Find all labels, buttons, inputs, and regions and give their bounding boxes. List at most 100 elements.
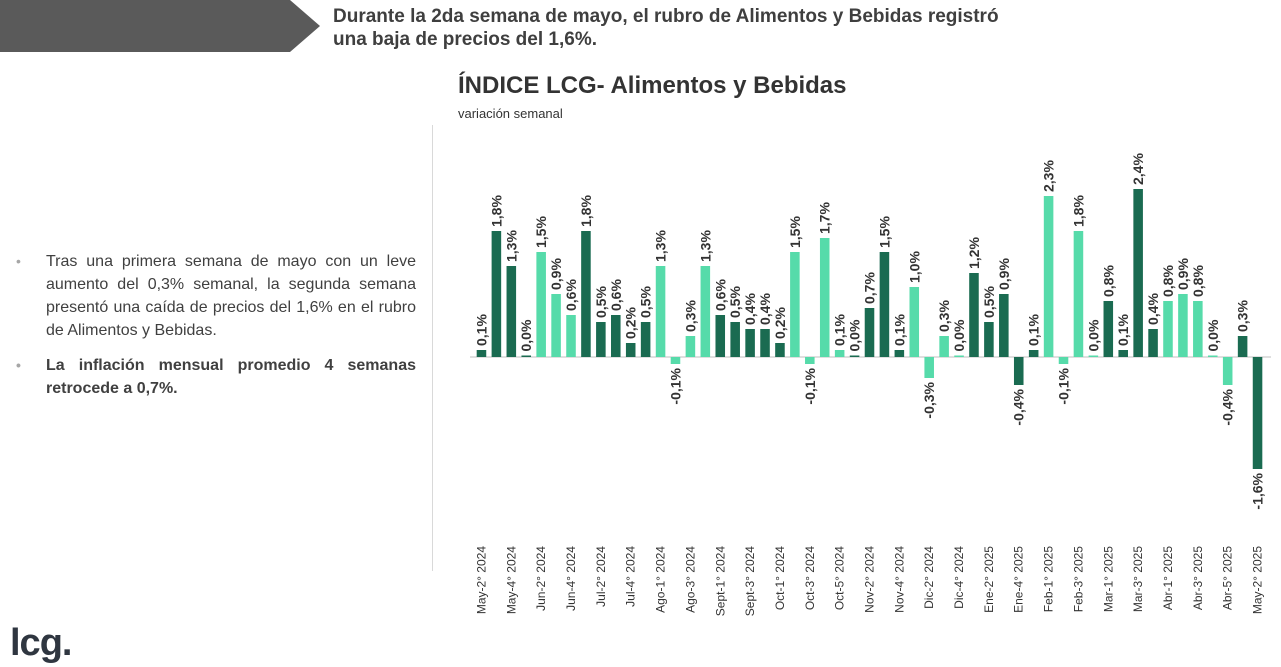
bar (834, 350, 845, 357)
bullet-item-1: Tras una primera semana de mayo con un l… (12, 250, 416, 342)
header-banner (0, 0, 320, 52)
x-tick-label: Jul-2° 2024 (594, 546, 608, 607)
bar (1013, 357, 1024, 385)
bar (1118, 350, 1128, 357)
data-label: 0,0% (1205, 319, 1221, 351)
bar (969, 273, 979, 357)
bar (700, 266, 711, 357)
data-label: 0,3% (682, 300, 698, 332)
bar (819, 238, 830, 357)
bar (670, 357, 681, 364)
x-tick-label: Jun-4° 2024 (564, 546, 578, 611)
bar (536, 252, 546, 357)
bar (1133, 189, 1143, 357)
x-tick-label: Dic-4° 2024 (952, 546, 966, 609)
bar (611, 315, 621, 357)
data-label: 0,0% (847, 319, 863, 351)
x-tick-label: Abr-5° 2025 (1221, 546, 1235, 610)
x-tick-label: May-4° 2024 (504, 546, 518, 614)
bar (954, 355, 964, 357)
bar (551, 294, 561, 357)
bar (715, 315, 726, 357)
bar (939, 336, 949, 357)
bar (864, 308, 875, 357)
bar (596, 322, 606, 357)
data-label: 0,4% (1145, 293, 1161, 325)
data-label: 0,1% (832, 314, 848, 346)
data-label: 0,9% (1175, 258, 1191, 290)
bullet-item-2: La inflación mensual promedio 4 semanas … (12, 354, 416, 400)
chart-subtitle: variación semanal (458, 106, 563, 121)
data-label: 0,9% (996, 258, 1012, 290)
x-tick-label: Nov-4° 2024 (892, 546, 906, 613)
x-tick-label: Abr-1° 2025 (1161, 546, 1175, 610)
bar (655, 266, 666, 357)
data-label: 2,3% (1041, 160, 1057, 192)
x-tick-label: Dic-2° 2024 (922, 546, 936, 609)
data-label: 0,9% (548, 258, 564, 290)
bar (999, 294, 1009, 357)
data-label: 0,6% (608, 279, 624, 311)
data-label: 1,2% (966, 237, 982, 269)
data-label: -0,3% (921, 381, 937, 418)
data-label: -0,4% (1220, 388, 1236, 425)
bar (745, 329, 755, 357)
data-label: 0,0% (1085, 319, 1101, 351)
data-label: -1,6% (1250, 472, 1266, 509)
x-tick-label: Feb-1° 2025 (1042, 546, 1056, 613)
x-tick-label: May-2° 2025 (1251, 546, 1265, 614)
data-label: 0,1% (1115, 314, 1131, 346)
data-label: 0,5% (593, 286, 609, 318)
data-label: 0,6% (563, 279, 579, 311)
data-label: 0,5% (727, 286, 743, 318)
x-tick-label: Mar-1° 2025 (1101, 546, 1115, 612)
x-tick-label: Mar-3° 2025 (1131, 546, 1145, 612)
x-tick-label: Abr-3° 2025 (1191, 546, 1205, 610)
bar (1237, 336, 1248, 357)
data-label: 0,3% (1235, 300, 1251, 332)
data-label: 1,5% (787, 216, 803, 248)
bar (476, 350, 487, 357)
data-label: 1,3% (697, 230, 713, 262)
data-label: 0,0% (951, 319, 967, 351)
bar (1222, 357, 1233, 385)
bar (521, 355, 532, 357)
data-label: 1,3% (653, 230, 669, 262)
bar (879, 252, 890, 357)
data-label: 0,1% (473, 314, 489, 346)
data-label: -0,4% (1011, 388, 1027, 425)
bar (506, 266, 517, 357)
data-label: 0,3% (936, 300, 952, 332)
bar (1163, 301, 1173, 357)
bar (1088, 355, 1099, 357)
bar (491, 231, 502, 357)
data-label: 1,3% (503, 230, 519, 262)
x-tick-label: Ago-1° 2024 (654, 546, 668, 613)
data-label: 2,4% (1130, 153, 1146, 185)
x-tick-label: Oct-1° 2024 (773, 546, 787, 610)
data-label: 0,8% (1190, 265, 1206, 297)
bar (1178, 294, 1188, 357)
bar (924, 357, 934, 378)
bar (625, 343, 636, 357)
data-label: 0,4% (757, 293, 773, 325)
data-label: 0,1% (891, 314, 907, 346)
data-label: 0,1% (1026, 314, 1042, 346)
x-tick-label: Ene-4° 2025 (1012, 546, 1026, 613)
x-tick-label: Jun-2° 2024 (534, 546, 548, 611)
bar (849, 355, 860, 357)
data-label: 1,5% (876, 216, 892, 248)
lcg-logo: lcg. (10, 622, 72, 664)
bar (775, 343, 785, 357)
bar (1043, 196, 1054, 357)
x-tick-label: Sept-1° 2024 (713, 546, 727, 617)
data-label: 0,8% (1160, 265, 1176, 297)
x-tick-label: Ene-2° 2025 (982, 546, 996, 613)
bar (984, 322, 994, 357)
bar (730, 322, 740, 357)
data-label: -0,1% (667, 367, 683, 404)
x-tick-label: Oct-3° 2024 (803, 546, 817, 610)
bar (581, 231, 591, 357)
chart-title: ÍNDICE LCG- Alimentos y Bebidas (458, 72, 847, 99)
